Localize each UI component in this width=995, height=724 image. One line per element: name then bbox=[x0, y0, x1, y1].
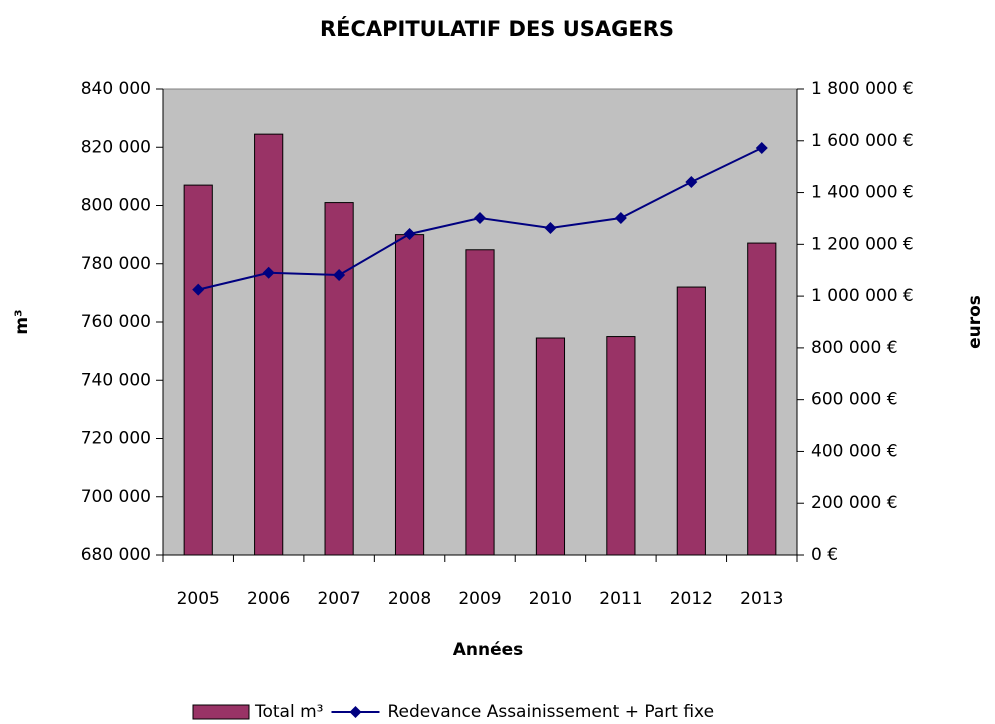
point bbox=[755, 142, 768, 155]
y2-tick-label: 1 600 000 € bbox=[811, 131, 914, 151]
legend-label: Redevance Assainissement + Part fixe bbox=[387, 702, 714, 722]
y2-tick-label: 0 € bbox=[811, 545, 838, 565]
x-tick-label: 2009 bbox=[458, 589, 501, 609]
x-tick-label: 2006 bbox=[247, 589, 290, 609]
y-tick-label: 680 000 bbox=[81, 545, 151, 565]
point bbox=[614, 212, 627, 225]
y-tick-label: 800 000 bbox=[81, 196, 151, 216]
chart-title: RÉCAPITULATIF DES USAGERS bbox=[320, 16, 674, 41]
y2-tick-label: 400 000 € bbox=[811, 441, 898, 461]
y2-tick-label: 1 400 000 € bbox=[811, 183, 914, 203]
bar bbox=[676, 286, 706, 556]
bar bbox=[324, 202, 354, 556]
legend-marker bbox=[349, 706, 362, 718]
y-tick-label: 740 000 bbox=[81, 370, 151, 390]
y2-tick-label: 800 000 € bbox=[811, 338, 898, 358]
x-tick-label: 2013 bbox=[740, 589, 783, 609]
bar bbox=[394, 234, 425, 556]
point bbox=[544, 221, 557, 234]
y-tick-label: 840 000 bbox=[81, 79, 151, 99]
legend-label: Total m³ bbox=[254, 702, 323, 722]
x-axis-title: Années bbox=[453, 640, 524, 660]
bar bbox=[606, 336, 636, 556]
bar bbox=[183, 184, 213, 556]
y-tick-label: 720 000 bbox=[81, 429, 151, 449]
y-axis-title: m³ bbox=[12, 309, 32, 334]
y-tick-label: 700 000 bbox=[81, 487, 151, 507]
y-tick-label: 760 000 bbox=[81, 312, 151, 332]
x-tick-label: 2008 bbox=[388, 589, 431, 609]
point bbox=[474, 212, 486, 225]
bar bbox=[465, 249, 495, 556]
bar bbox=[535, 337, 566, 556]
y-tick-label: 780 000 bbox=[81, 254, 151, 274]
y2-tick-label: 200 000 € bbox=[811, 493, 898, 513]
x-tick-label: 2011 bbox=[599, 589, 642, 609]
y2-tick-label: 1 200 000 € bbox=[811, 234, 914, 254]
point bbox=[192, 283, 205, 296]
y2-tick-label: 1 000 000 € bbox=[811, 286, 914, 306]
y2-tick-label: 600 000 € bbox=[811, 390, 898, 410]
point bbox=[403, 227, 416, 240]
x-tick-label: 2012 bbox=[670, 589, 713, 609]
point bbox=[262, 266, 275, 279]
point bbox=[333, 269, 346, 282]
bar bbox=[747, 242, 777, 556]
x-tick-label: 2005 bbox=[177, 589, 220, 609]
y-tick-label: 820 000 bbox=[81, 137, 151, 157]
bar bbox=[254, 133, 284, 556]
point bbox=[685, 175, 698, 188]
x-tick-label: 2010 bbox=[529, 589, 572, 609]
y2-axis-title: euros bbox=[965, 295, 985, 349]
legend-swatch bbox=[192, 704, 250, 720]
y2-tick-label: 1 800 000 € bbox=[811, 79, 914, 99]
x-tick-label: 2007 bbox=[317, 589, 360, 609]
